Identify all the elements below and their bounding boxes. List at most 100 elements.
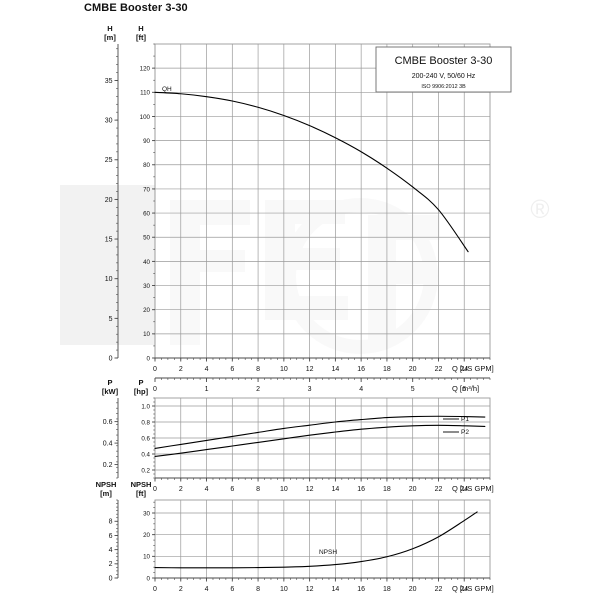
head-curve-y-outer-title: H: [107, 24, 112, 33]
head-curve-x-axis-secondary: 0 1 2 3 4 5 6Q [m³/h]: [153, 377, 491, 393]
curve-label-NPSH: NPSH: [319, 549, 337, 556]
curve-label-P2: P2: [461, 429, 469, 436]
x-tick-label: 4: [205, 486, 209, 493]
power-curve-y-inner-unit: [hp]: [134, 387, 149, 396]
npsh-curve-series: [154, 511, 478, 569]
x-tick-label: 12: [306, 366, 314, 373]
watermark-shape-1: [60, 185, 155, 345]
info-box-title: CMBE Booster 3-30: [395, 55, 493, 67]
curve-P1: [154, 415, 486, 449]
curve-label-QH: QH: [162, 86, 172, 93]
info-box-voltage: 200-240 V, 50/60 Hz: [412, 73, 476, 80]
npsh-curve-curve-labels: NPSH: [319, 549, 337, 556]
head-curve-y-axis-outer: 0 5 10 15 20 25 30 35 H[m]: [104, 24, 119, 362]
watermark-registered-icon: ®: [530, 194, 549, 224]
power-curve-leader-lines: [443, 418, 459, 433]
power-curve-y-axis-inner: 0.2 0.4 0.6 0.8 1.0 P[hp]: [134, 378, 155, 479]
y-tick-label-outer: 0: [109, 575, 113, 582]
y-tick-label-inner: 0.8: [141, 419, 150, 426]
x-tick-label: 24: [460, 366, 468, 373]
npsh-curve-plot-bg: [155, 500, 490, 578]
npsh-curve-y-axis-outer: 0 2 4 6 8 NPSH[m]: [96, 480, 119, 582]
x-tick-label: 22: [435, 586, 443, 593]
x-tick-label-secondary: 1: [205, 386, 209, 393]
y-tick-label-outer: 0.4: [103, 441, 113, 448]
npsh-curve-y-inner-title: NPSH: [131, 480, 152, 489]
y-tick-label-outer: 20: [105, 197, 113, 204]
head-curve-x-axis: 0 2 4 6 8 10 12 14 16 18 20 22 24Q [US GPM]: [153, 357, 494, 373]
head-curve-x-label-secondary: Q [m³/h]: [452, 384, 479, 393]
y-tick-label-inner: 80: [143, 162, 150, 169]
y-tick-label-outer: 4: [109, 547, 113, 554]
y-tick-label-inner: 100: [140, 114, 151, 121]
x-tick-label: 4: [205, 366, 209, 373]
x-tick-label: 0: [153, 366, 157, 373]
curve-label-P1: P1: [461, 416, 469, 423]
head-curve-plot-bg: [155, 44, 490, 358]
head-curve-y-inner-unit: [ft]: [136, 33, 146, 42]
x-tick-label: 6: [230, 366, 234, 373]
y-tick-label-outer: 5: [109, 316, 113, 323]
x-tick-label: 10: [280, 366, 288, 373]
x-tick-label: 2: [179, 586, 183, 593]
x-tick-label: 20: [409, 366, 417, 373]
y-tick-label-outer: 0.6: [103, 419, 113, 426]
x-tick-label: 18: [383, 486, 391, 493]
head-curve-series: [154, 91, 469, 253]
x-tick-label: 20: [409, 486, 417, 493]
x-tick-label: 8: [256, 366, 260, 373]
npsh-curve-x-axis: 0 2 4 6 8 10 12 14 16 18 20 22 24Q [US GPM]: [153, 577, 494, 593]
power-curve-y-axis-outer: 0.2 0.4 0.6 P[kW]: [102, 378, 119, 479]
curve-NPSH: [154, 511, 478, 569]
x-tick-label: 6: [230, 486, 234, 493]
y-tick-label-inner: 0.4: [141, 451, 150, 458]
head-curve-y-inner-title: H: [138, 24, 143, 33]
npsh-curve-y-outer-unit: [m]: [100, 489, 112, 498]
power-curve-curve-labels: P1 P2: [461, 416, 469, 436]
y-tick-label-outer: 15: [105, 236, 113, 243]
npsh-curve-x-label: Q [US GPM]: [452, 584, 494, 593]
y-tick-label-inner: 120: [140, 66, 151, 73]
y-tick-label-inner: 70: [143, 186, 150, 193]
y-tick-label-outer: 10: [105, 276, 113, 283]
x-tick-label: 24: [460, 586, 468, 593]
head-curve-y-outer-unit: [m]: [104, 33, 116, 42]
y-tick-label-outer: 6: [109, 533, 113, 540]
x-tick-label: 18: [383, 366, 391, 373]
x-tick-label-secondary: 0: [153, 386, 157, 393]
x-tick-label: 20: [409, 586, 417, 593]
head-curve-y-axis-inner: 0 10 20 30 40 50 60 70 80 90 100 110 120 H[ft]: [136, 24, 155, 362]
power-curve-y-inner-title: P: [138, 378, 143, 387]
y-tick-label-inner: 30: [143, 510, 150, 517]
y-tick-label-inner: 30: [143, 283, 150, 290]
x-tick-label: 14: [331, 486, 339, 493]
x-tick-label-secondary: 2: [256, 386, 260, 393]
x-tick-label: 22: [435, 366, 443, 373]
power-curve-x-axis: 0 2 4 6 8 10 12 14 16 18 20 22 24Q [US GPM]: [153, 477, 494, 493]
x-tick-label: 0: [153, 586, 157, 593]
x-tick-label: 4: [205, 586, 209, 593]
x-tick-label: 12: [306, 586, 314, 593]
y-tick-label-outer: 8: [109, 519, 113, 526]
y-tick-label-inner: 0.2: [141, 467, 150, 474]
y-tick-label-inner: 20: [143, 307, 150, 314]
y-tick-label-inner: 1.0: [141, 403, 150, 410]
power-curve-x-label: Q [US GPM]: [452, 484, 494, 493]
y-tick-label-inner: 20: [143, 532, 150, 539]
head-curve-x-label: Q [US GPM]: [452, 364, 494, 373]
power-curve-series: [154, 415, 486, 457]
power-curve-y-outer-title: P: [107, 378, 112, 387]
curve-P2: [154, 424, 486, 457]
head-curve: 0102030405060708090100110120H[ft]0510152…: [104, 24, 494, 393]
info-box-standard: ISO 9906:2012 3B: [421, 84, 466, 90]
y-tick-label-inner: 0.6: [141, 435, 150, 442]
x-tick-label-secondary: 6: [462, 386, 466, 393]
x-tick-label: 22: [435, 486, 443, 493]
curve-QH: [154, 91, 469, 253]
x-tick-label: 16: [357, 586, 365, 593]
y-tick-label-outer: 0.2: [103, 462, 113, 469]
y-tick-label-inner: 90: [143, 138, 150, 145]
x-tick-label: 0: [153, 486, 157, 493]
y-tick-label-inner: 10: [143, 554, 150, 561]
y-tick-label-inner: 110: [140, 90, 150, 97]
